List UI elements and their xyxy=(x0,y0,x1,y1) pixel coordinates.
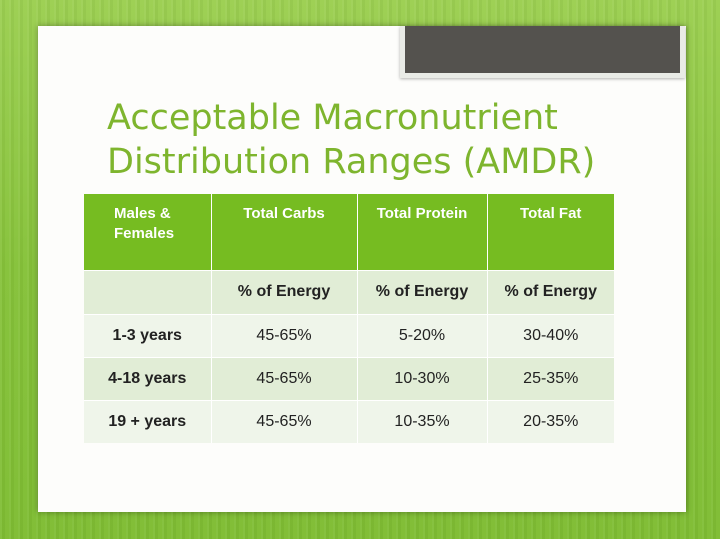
units-carbs: % of Energy xyxy=(211,269,358,314)
table-row: 19 + years 45-65% 10-35% 20-35% xyxy=(84,399,614,443)
table-row: 1-3 years 45-65% 5-20% 30-40% xyxy=(84,313,614,357)
fat-cell: 25-35% xyxy=(487,356,614,400)
age-group-cell: 1-3 years xyxy=(84,313,212,357)
protein-cell: 10-30% xyxy=(357,356,488,400)
units-protein: % of Energy xyxy=(357,269,488,314)
carbs-cell: 45-65% xyxy=(211,313,358,357)
header-group-line-1: Males & xyxy=(114,205,171,222)
slide-title-line-1: Acceptable Macronutrient xyxy=(107,98,558,138)
header-row: Males & Females Total Carbs Total Protei… xyxy=(84,194,614,270)
carbs-cell: 45-65% xyxy=(211,399,358,443)
header-fat: Total Fat xyxy=(487,194,614,270)
accent-bar xyxy=(400,26,685,78)
protein-cell: 10-35% xyxy=(357,399,488,443)
header-carbs: Total Carbs xyxy=(211,194,358,270)
amdr-table: Males & Females Total Carbs Total Protei… xyxy=(84,194,614,443)
fat-cell: 20-35% xyxy=(487,399,614,443)
units-fat: % of Energy xyxy=(487,269,614,314)
age-group-cell: 4-18 years xyxy=(84,356,212,400)
units-row: % of Energy % of Energy % of Energy xyxy=(84,269,614,314)
slide-title: Acceptable Macronutrient Distribution Ra… xyxy=(107,96,647,184)
slide-title-line-2: Distribution Ranges (AMDR) xyxy=(107,142,596,182)
age-group-cell: 19 + years xyxy=(84,399,212,443)
fat-cell: 30-40% xyxy=(487,313,614,357)
units-label-cell xyxy=(84,269,212,314)
header-protein: Total Protein xyxy=(357,194,488,270)
header-group: Males & Females xyxy=(84,194,212,270)
table-row: 4-18 years 45-65% 10-30% 25-35% xyxy=(84,356,614,400)
protein-cell: 5-20% xyxy=(357,313,488,357)
carbs-cell: 45-65% xyxy=(211,356,358,400)
header-group-line-2: Females xyxy=(114,225,175,242)
